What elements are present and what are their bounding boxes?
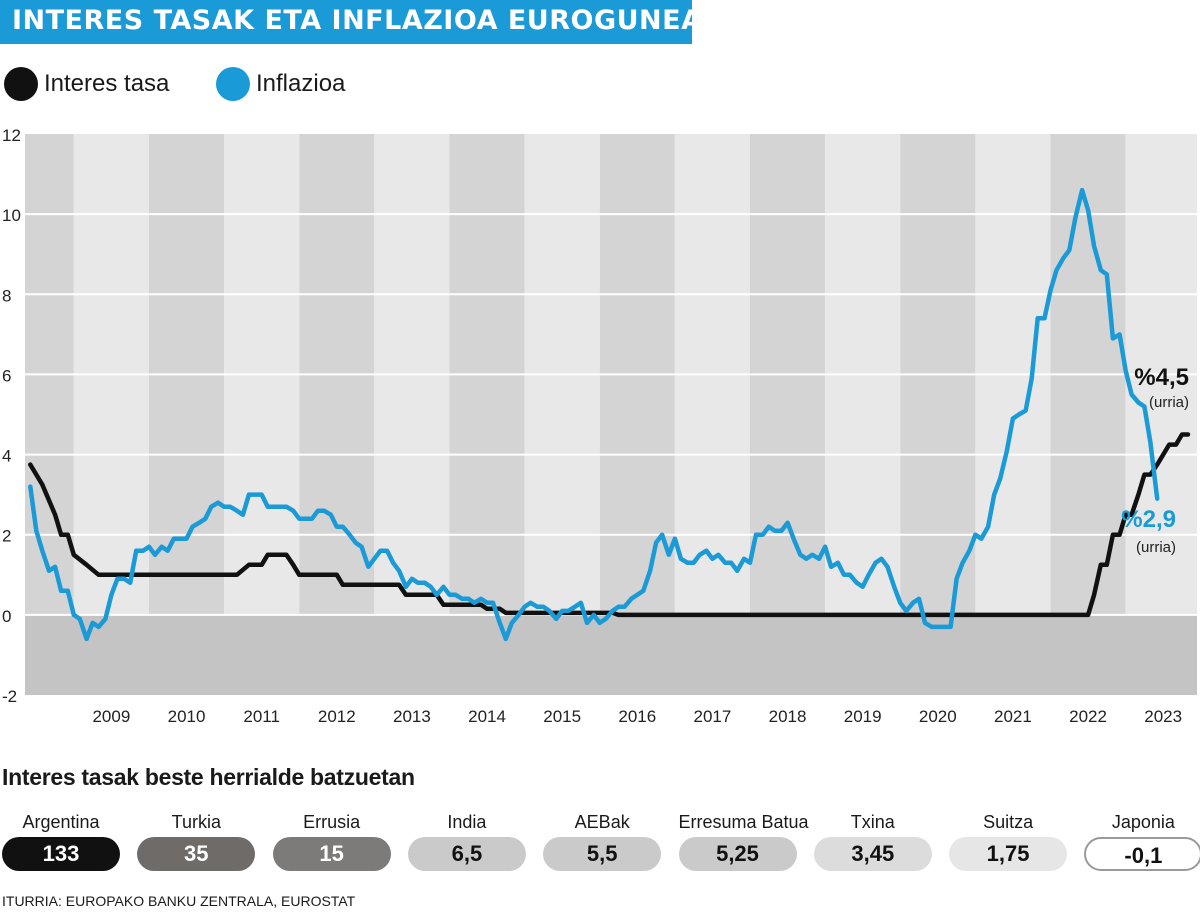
country-name: Suitza — [983, 812, 1034, 832]
country-name: AEBak — [574, 812, 630, 832]
series-line-interest — [28, 432, 1191, 618]
y-tick-label: 2 — [2, 527, 11, 546]
legend: Interes tasa Inflazioa — [0, 66, 600, 102]
legend-item-inflation: Inflazioa — [216, 66, 345, 102]
country-rate-value: 15 — [272, 837, 391, 871]
x-tick-label: 2021 — [994, 707, 1032, 726]
x-tick-label: 2022 — [1069, 707, 1107, 726]
year-band-2021 — [975, 134, 1051, 695]
year-band-2017 — [674, 134, 750, 695]
country-rate: Japonia -0,1 — [1084, 810, 1200, 871]
x-tick-label: 2014 — [468, 707, 506, 726]
country-rate: Txina 3,45 — [813, 810, 932, 871]
legend-label-inflation: Inflazioa — [256, 70, 346, 97]
legend-label-interest: Interes tasa — [44, 70, 170, 97]
x-tick-label: 2023 — [1144, 707, 1182, 726]
country-rate-value: 35 — [137, 837, 256, 871]
country-rate: Errusia 15 — [272, 810, 391, 871]
country-name: Japonia — [1111, 812, 1175, 832]
line-chart: -2 0 2 4 6 8 10 12 2009 2010 2011 2012 2013 2014 2015 2… — [2, 126, 1197, 726]
x-tick-label: 2017 — [694, 707, 732, 726]
x-tick-label: 2010 — [168, 707, 206, 726]
x-tick-label: 2020 — [919, 707, 957, 726]
y-tick-label: 12 — [2, 126, 21, 145]
country-name: India — [447, 812, 487, 832]
year-band-2020 — [900, 134, 976, 695]
end-label-inflation: %2,9 — [1121, 506, 1176, 533]
x-tick-label: 2015 — [543, 707, 581, 726]
country-name: Txina — [850, 812, 895, 832]
country-rate-value: 5,25 — [678, 837, 797, 871]
y-tick-label: 4 — [2, 447, 11, 466]
year-band-2011 — [224, 134, 300, 695]
year-band-2008 — [25, 134, 74, 695]
country-rate-value: -0,1 — [1084, 837, 1200, 871]
legend-dot-interest — [4, 67, 38, 101]
x-tick-label: 2018 — [769, 707, 807, 726]
series-line-inflation — [28, 187, 1160, 642]
title-bar: INTERES TASAK ETA INFLAZIOA EUROGUNEAN — [0, 0, 725, 44]
legend-item-interest: Interes tasa — [4, 66, 169, 102]
y-tick-label: 6 — [2, 366, 11, 385]
year-band-2019 — [825, 134, 901, 695]
y-tick-label: -2 — [2, 687, 17, 706]
x-tick-label: 2009 — [92, 707, 130, 726]
x-tick-label: 2011 — [243, 707, 280, 726]
country-rate-value: 133 — [2, 837, 120, 871]
year-band-2010 — [148, 134, 225, 695]
country-rate-value: 6,5 — [407, 837, 526, 871]
x-tick-label: 2016 — [618, 707, 656, 726]
country-rate: Erresuma Batua 5,25 — [678, 810, 809, 871]
y-tick-label: 8 — [2, 286, 11, 305]
y-tick-label: 0 — [2, 607, 11, 626]
country-rate: India 6,5 — [407, 810, 526, 871]
year-band-2015 — [524, 134, 600, 695]
country-name: Errusia — [303, 812, 361, 832]
country-rate-value: 5,5 — [543, 837, 662, 871]
year-band-2018 — [749, 134, 826, 695]
x-tick-label: 2019 — [844, 707, 882, 726]
year-band-2012 — [299, 134, 375, 695]
country-name: Erresuma Batua — [678, 812, 809, 832]
section-title: Interes tasak beste herrialde batzuetan — [2, 764, 415, 790]
year-band-2022 — [1050, 134, 1126, 695]
year-band-2009 — [73, 134, 149, 695]
end-note-inflation: (urria) — [1136, 539, 1176, 556]
x-tick-label: 2013 — [393, 707, 431, 726]
country-rate: Argentina 133 — [2, 810, 120, 871]
year-band-2013 — [374, 134, 450, 695]
y-tick-label: 10 — [2, 206, 21, 225]
legend-dot-inflation — [216, 67, 250, 101]
country-name: Turkia — [171, 812, 221, 832]
country-rate: Suitza 1,75 — [949, 810, 1068, 871]
end-label-interest: %4,5 — [1134, 364, 1189, 391]
end-note-interest: (urria) — [1149, 394, 1189, 411]
negative-zone — [25, 614, 1197, 695]
country-rate-value: 1,75 — [949, 837, 1068, 871]
year-band-2023 — [1125, 134, 1197, 695]
country-rate: AEBak 5,5 — [543, 810, 662, 871]
x-tick-label: 2012 — [318, 707, 356, 726]
country-rate: Turkia 35 — [137, 810, 256, 871]
country-name: Argentina — [22, 812, 100, 832]
chart-title: INTERES TASAK ETA INFLAZIOA EUROGUNEAN — [12, 5, 726, 36]
year-band-2016 — [599, 134, 675, 695]
country-rate-value: 3,45 — [813, 837, 932, 871]
source-note: ITURRIA: EUROPAKO BANKU ZENTRALA, EUROST… — [2, 893, 356, 909]
